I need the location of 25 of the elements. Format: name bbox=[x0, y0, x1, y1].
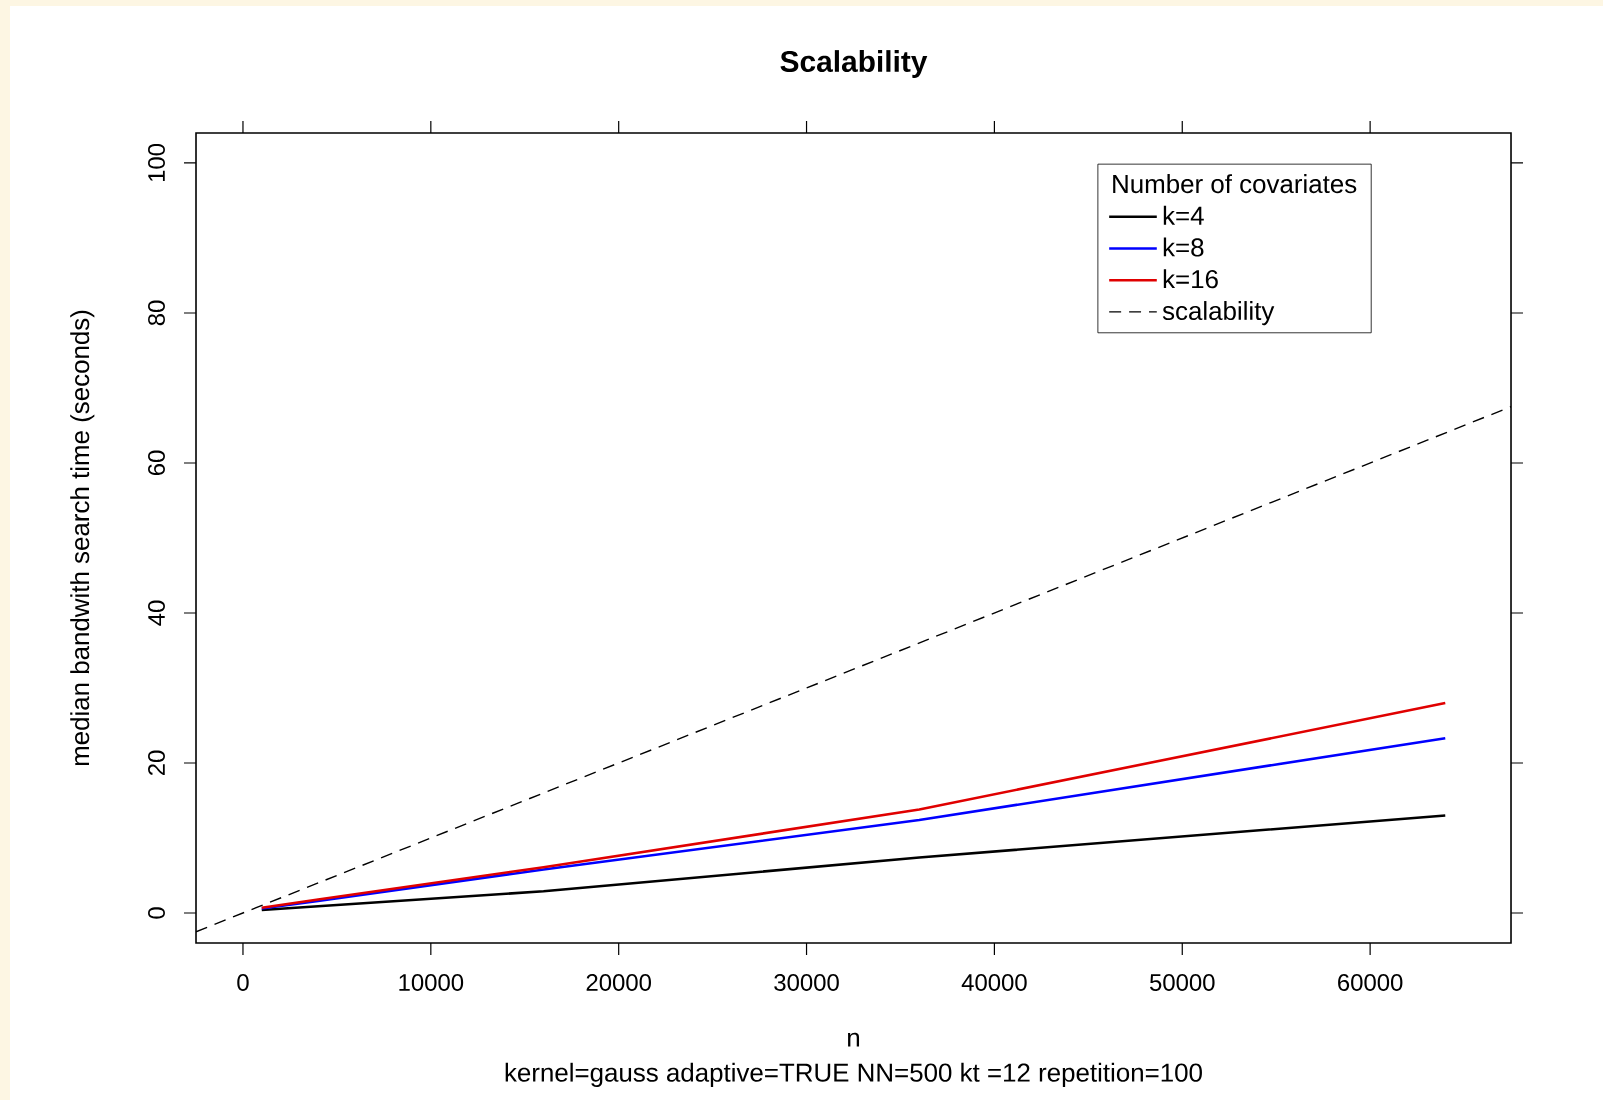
x-tick-label: 60000 bbox=[1338, 974, 1403, 991]
line-series bbox=[260, 701, 1447, 910]
legend-title: Number of covariates bbox=[1113, 174, 1357, 194]
y-tick-label: 0 bbox=[148, 907, 165, 919]
legend-label: k=4 bbox=[1163, 205, 1204, 225]
y-tick-label: 20 bbox=[148, 750, 165, 776]
x-tick-label: 40000 bbox=[961, 974, 1027, 991]
line-series bbox=[260, 814, 1447, 912]
x-tick-label: 0 bbox=[237, 974, 249, 991]
x-tick-label: 30000 bbox=[774, 974, 839, 991]
x-axis-title: n bbox=[848, 1032, 860, 1047]
y-tick-label: 100 bbox=[148, 143, 165, 182]
legend-label: k=16 bbox=[1163, 269, 1218, 289]
y-tick-label: 40 bbox=[148, 600, 165, 626]
legend-label: k=8 bbox=[1163, 237, 1204, 257]
text: kernel=gauss adaptive=TRUE NN=500 kt =12 repetition=100 bbox=[505, 1062, 1202, 1087]
y-tick-label: 80 bbox=[148, 300, 165, 326]
y-tick-label: 60 bbox=[148, 450, 165, 476]
legend-label: scalability bbox=[1162, 301, 1275, 326]
line-series bbox=[260, 736, 1447, 910]
chart-title: Scalability bbox=[780, 50, 928, 78]
x-tick-label: 10000 bbox=[399, 974, 464, 991]
x-tick-label: 50000 bbox=[1149, 974, 1215, 991]
y-axis-title: median bandwith search time (seconds) bbox=[70, 310, 95, 766]
x-tick-label: 20000 bbox=[586, 974, 651, 991]
